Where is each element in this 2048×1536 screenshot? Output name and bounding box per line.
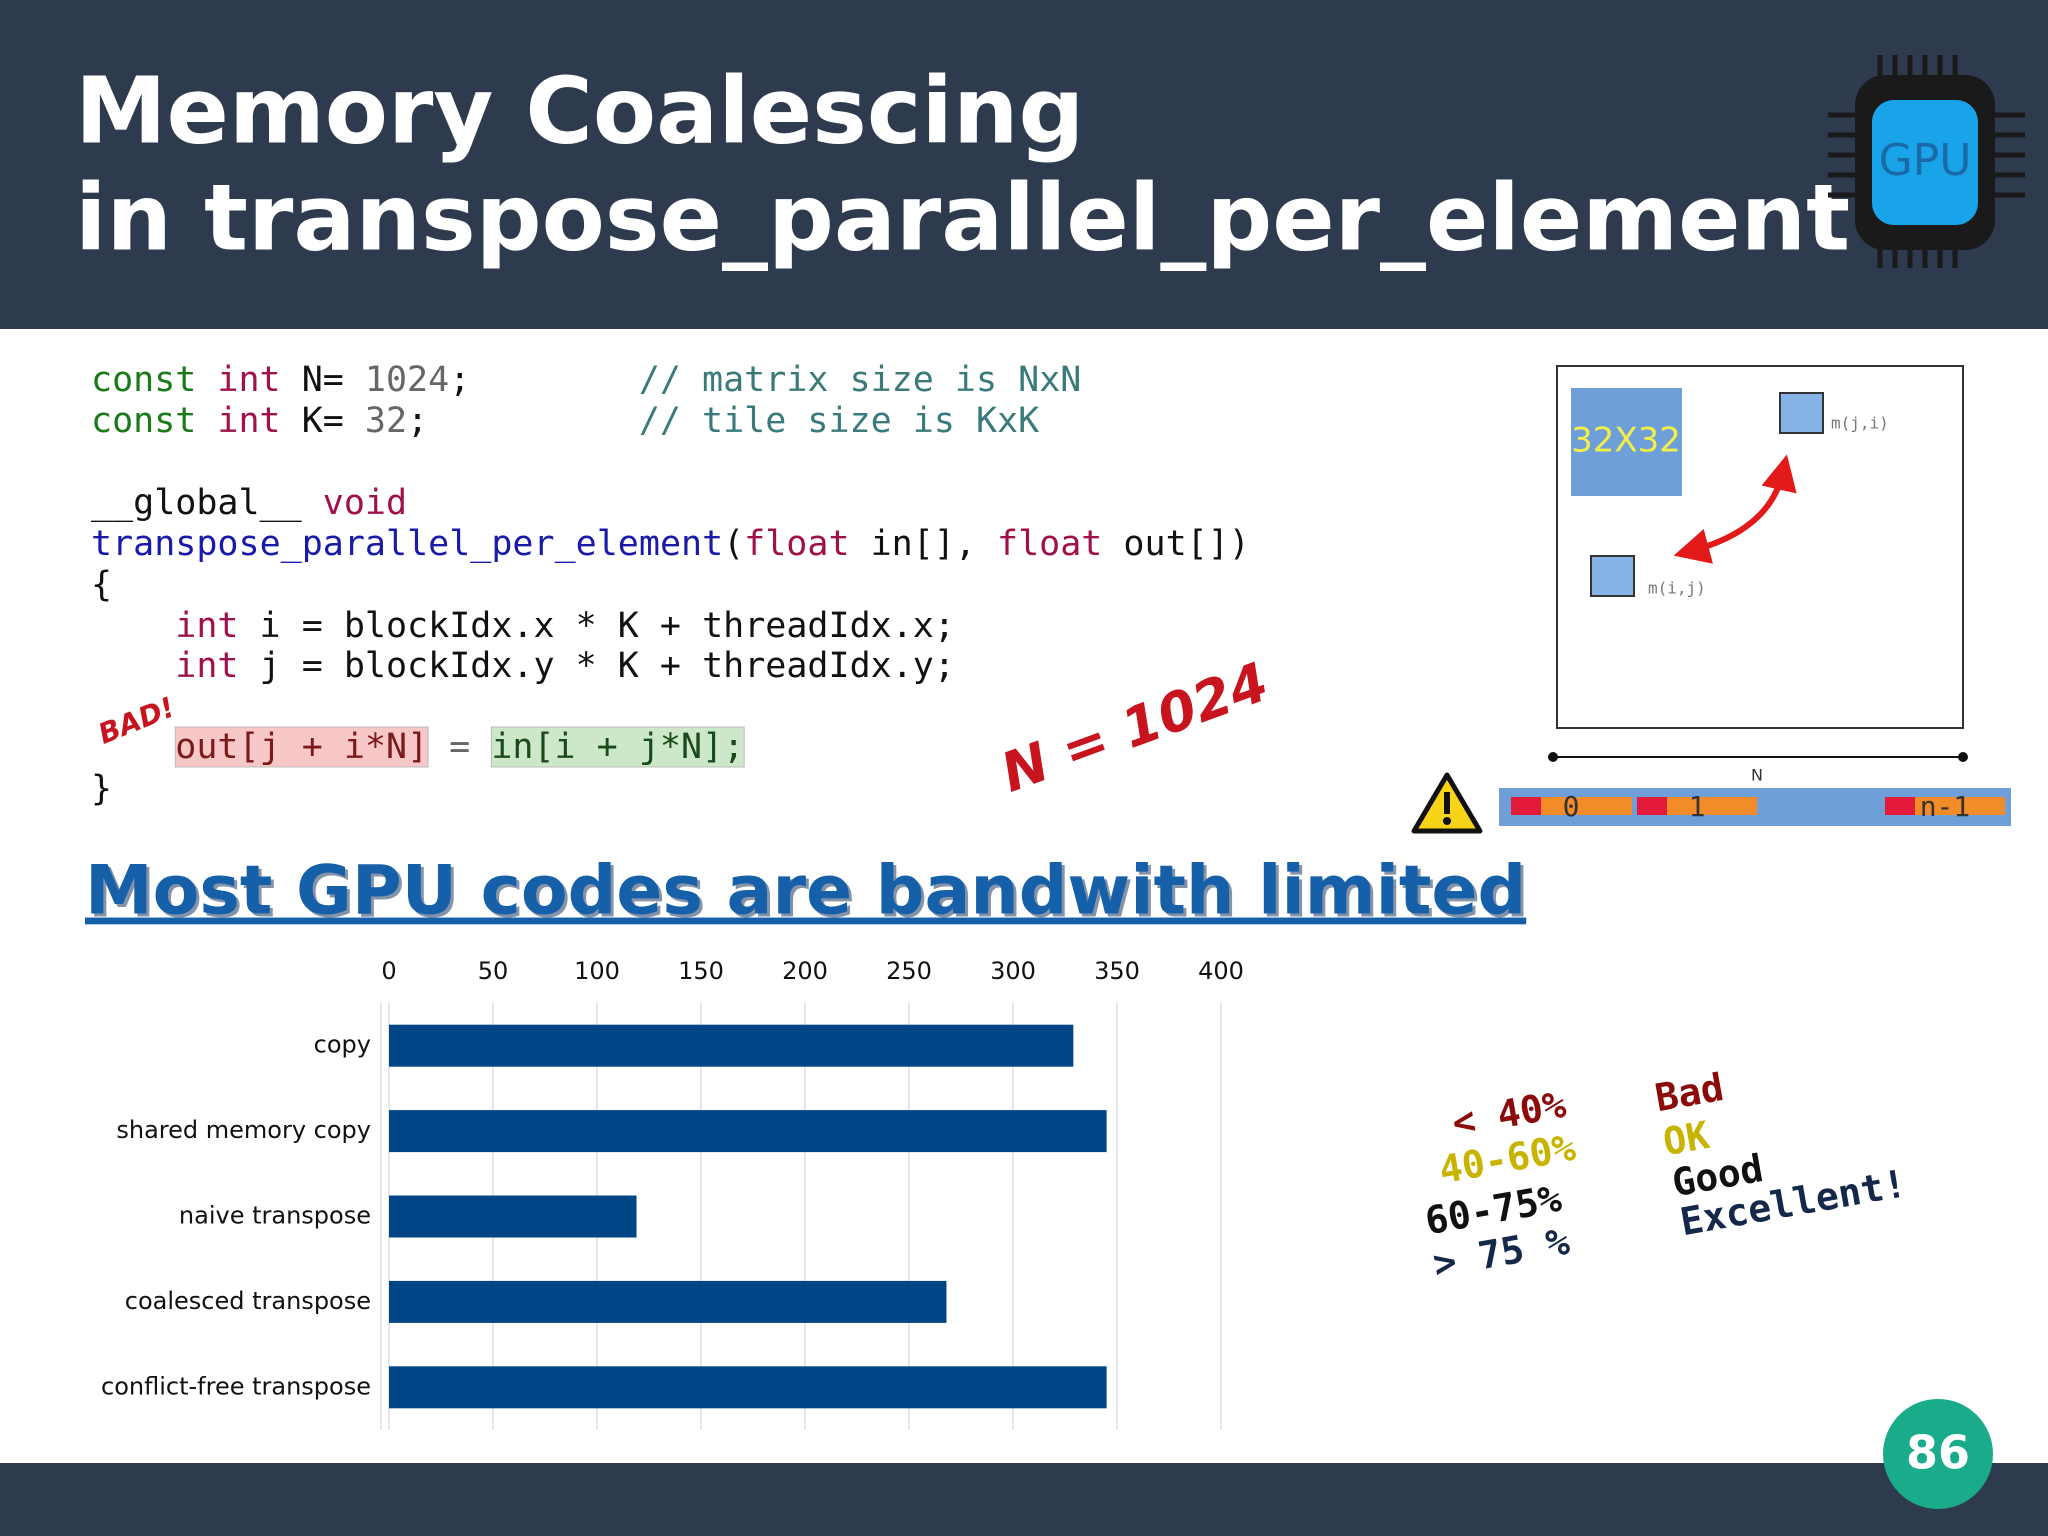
code-token: out[j + i*N] xyxy=(91,727,428,767)
row-label: n-1 xyxy=(1920,790,1971,823)
x-tick-label: 250 xyxy=(886,957,932,985)
code-token: float xyxy=(997,524,1102,564)
code-highlight xyxy=(174,726,429,768)
row-start xyxy=(1637,797,1667,815)
code-token: // tile size is KxK xyxy=(428,401,1039,441)
target-cell xyxy=(1779,392,1824,434)
warning-icon xyxy=(1411,772,1483,834)
diagram: 32X32 m(j,i) m(i,j) N 0 1 n-1 xyxy=(1411,365,2011,834)
axis-end xyxy=(1548,752,1558,762)
code-token: int xyxy=(196,401,280,441)
row-start xyxy=(1511,797,1541,815)
row-label: 0 xyxy=(1563,790,1580,823)
bar xyxy=(389,1280,947,1323)
x-tick-label: 50 xyxy=(478,957,509,985)
page-number: 86 xyxy=(1906,1426,1970,1480)
title: in transpose_parallel_per_element xyxy=(75,164,1850,271)
code-token: int xyxy=(196,360,280,400)
heading-shadow: Most GPU codes are bandwith limited xyxy=(88,855,1529,934)
bar xyxy=(389,1366,1107,1409)
code-token: K= xyxy=(281,401,365,441)
title: Memory Coalescing xyxy=(75,57,1084,164)
code-token: N= xyxy=(281,360,365,400)
y-tick-label: coalesced transpose xyxy=(125,1287,371,1315)
x-tick-label: 150 xyxy=(678,957,724,985)
heading: Most GPU codes are bandwith limited xyxy=(85,852,1526,931)
logo-text: GPU xyxy=(1879,135,1972,186)
memory-row xyxy=(1511,797,1632,815)
target-label: m(j,i) xyxy=(1831,414,1889,433)
code-token: ( xyxy=(723,524,744,564)
code-token: out[]) xyxy=(1102,524,1250,564)
code-token: 32 xyxy=(365,401,407,441)
row-start xyxy=(1885,797,1915,815)
rating-grade: OK xyxy=(1660,1113,1713,1164)
bar xyxy=(389,1024,1074,1067)
code-token: { xyxy=(91,565,112,605)
code-token: in[], xyxy=(850,524,998,564)
x-tick-label: 350 xyxy=(1094,957,1140,985)
code-token: const xyxy=(91,360,196,400)
code-token: float xyxy=(744,524,849,564)
code-block: const int N= 1024; // matrix size is NxN… xyxy=(91,360,1250,809)
y-tick-label: naive transpose xyxy=(179,1202,371,1230)
x-tick-label: 100 xyxy=(574,957,620,985)
code-token: // matrix size is NxN xyxy=(470,360,1081,400)
bar-chart: 0 50 100 150 200 250 300 350 400 copy shared memor… xyxy=(101,957,1244,1430)
code-token: in[i + j*N]; xyxy=(491,727,744,767)
tile-label: 32X32 xyxy=(1571,421,1681,461)
source-cell xyxy=(1590,555,1635,597)
x-tick-label: 300 xyxy=(990,957,1036,985)
code-token: j = blockIdx.y * K + threadIdx.y; xyxy=(238,646,954,686)
page-badge xyxy=(1883,1399,1993,1509)
y-tick-label: conflict-free transpose xyxy=(101,1372,371,1400)
bar xyxy=(389,1110,1107,1153)
source-label: m(i,j) xyxy=(1648,579,1706,598)
x-tick-label: 400 xyxy=(1198,957,1244,985)
y-tick-label: copy xyxy=(314,1031,371,1059)
code-token: int xyxy=(91,646,239,686)
code-token: i = blockIdx.x * K + threadIdx.x; xyxy=(238,606,954,646)
row-label: 1 xyxy=(1689,790,1706,823)
tile xyxy=(1571,388,1682,496)
swap-arrow xyxy=(1673,454,1797,564)
code-token: void xyxy=(323,483,407,523)
footer-bar xyxy=(0,1463,2048,1536)
y-tick-label: shared memory copy xyxy=(116,1116,371,1144)
code-token: } xyxy=(91,769,112,809)
gpu-logo: GPU xyxy=(1828,55,2025,268)
code-highlight xyxy=(490,726,745,768)
code-token: ; xyxy=(449,360,470,400)
header-bar xyxy=(0,0,2048,329)
code-token: __global__ xyxy=(91,483,323,523)
axis-end xyxy=(1958,752,1968,762)
x-tick-label: 200 xyxy=(782,957,828,985)
code-token: = xyxy=(428,727,491,767)
code-token: int xyxy=(91,606,239,646)
code-token: ; xyxy=(407,401,428,441)
code-token: 1024 xyxy=(365,360,449,400)
code-token: transpose_parallel_per_element xyxy=(91,524,723,564)
bar xyxy=(389,1195,637,1238)
code-token: const xyxy=(91,401,196,441)
axis-label: N xyxy=(1751,766,1763,785)
x-tick-label: 0 xyxy=(381,957,396,985)
